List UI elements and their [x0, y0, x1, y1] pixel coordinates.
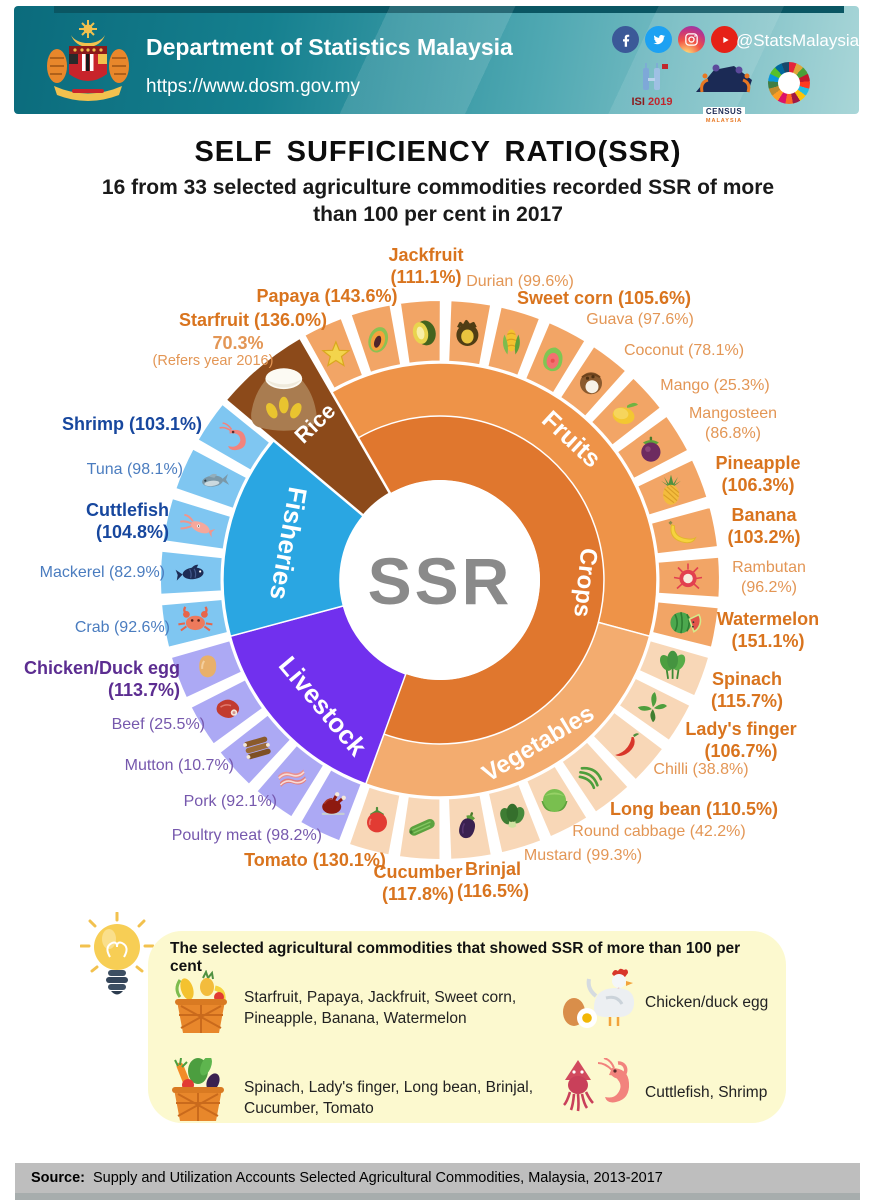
poultry-icon [321, 792, 346, 815]
cell-ladysfinger [617, 676, 692, 743]
census-malaysia-logo: CENSUS MALAYSIA [692, 62, 756, 125]
partner-logos: ISI 2019 CENSUS MALAYSIA [624, 62, 810, 125]
source-text: Supply and Utilization Accounts Selected… [93, 1170, 663, 1186]
mackerel-icon [175, 564, 204, 581]
ssr-chart-area: Fruits Vegetables Livestock Fisheries Rice Cr… [0, 228, 876, 908]
durian-icon [456, 320, 479, 346]
source-footer: Source: Supply and Utilization Accounts … [15, 1163, 860, 1193]
starfruit-icon [321, 340, 351, 367]
sweetcorn-icon [502, 329, 520, 355]
mango-icon [612, 402, 638, 424]
cell-banana [649, 505, 720, 556]
infographic-title: SELF SUFFICIENCY RATIO(SSR) [194, 136, 682, 168]
twitter-icon[interactable] [645, 26, 672, 53]
social-handle: @StatsMalaysia [736, 31, 860, 50]
summary-vegetables-text: Spinach, Lady's finger, Long bean, Brinj… [244, 1079, 534, 1117]
summary-egg-text: Chicken/duck egg [645, 994, 769, 1011]
isi-2019-logo: ISI 2019 [624, 62, 680, 108]
summary-panel [148, 931, 786, 1123]
rambutan-icon [673, 563, 703, 590]
donut-center [340, 480, 540, 680]
rice-sack-icon [251, 368, 317, 431]
crops-inner-ring [314, 416, 605, 745]
cell-longbean [560, 740, 631, 815]
website-url[interactable]: https://www.dosm.gov.my [146, 76, 360, 97]
vegetable-basket-icon [166, 1056, 230, 1129]
roundcabbage-icon [541, 789, 568, 812]
tuna-icon [202, 473, 230, 487]
mustard-icon [500, 803, 525, 828]
instagram-icon[interactable] [678, 26, 705, 53]
cell-shrimp [196, 402, 272, 473]
pork-icon [278, 769, 307, 787]
beef-icon [216, 699, 240, 718]
chicken-egg-icon [560, 966, 640, 1037]
crab-icon [178, 606, 213, 632]
malaysia-coat-of-arms-icon [42, 18, 134, 115]
cucumber-icon [409, 818, 435, 836]
ladysfinger-icon [637, 692, 667, 723]
coconut-icon [580, 372, 602, 395]
sdg-wheel-icon [768, 62, 810, 104]
mangosteen-icon [641, 436, 661, 462]
cuttlefish-icon [180, 513, 216, 538]
pineapple-icon [661, 474, 681, 505]
infographic-subtitle: 16 from 33 selected agriculture commodit… [101, 176, 775, 227]
lightbulb-icon [79, 911, 155, 1017]
banner-top-strip [54, 6, 844, 13]
watermelon-icon [670, 612, 702, 634]
cell-chilli [591, 710, 665, 782]
brinjal-icon [459, 812, 476, 839]
summary-fruits-text: Starfruit, Papaya, Jackfruit, Sweet corn… [244, 989, 517, 1027]
tomato-icon [367, 806, 387, 833]
header-banner: Department of Statistics Malaysia https:… [14, 6, 860, 124]
guava-icon [543, 347, 563, 372]
ssr-donut-chart: FruitsVegetablesLivestockFisheriesRiceCr… [159, 298, 721, 862]
papaya-icon [368, 327, 389, 353]
banana-icon [668, 520, 697, 544]
social-icons-row [612, 26, 738, 53]
spinach-icon [660, 650, 686, 680]
summary-fisheries-text: Cuttlefish, Shrimp [645, 1084, 768, 1101]
center-label: SSR [368, 544, 513, 618]
footer-bottom-strip [15, 1193, 860, 1200]
chilli-icon [615, 733, 640, 756]
source-label: Source: [31, 1170, 85, 1186]
shrimp-icon [219, 422, 246, 451]
facebook-icon[interactable] [612, 26, 639, 53]
sector-fruits [330, 362, 658, 638]
longbean-icon [578, 766, 603, 790]
jackfruit-icon [412, 320, 436, 346]
mutton-icon [243, 736, 271, 760]
squid-shrimp-icon [560, 1057, 640, 1127]
page-title: Department of Statistics Malaysia [146, 34, 513, 60]
fruit-basket-icon [170, 969, 232, 1041]
summary-heading: The selected agricultural commodities th… [170, 940, 741, 975]
egg-icon [199, 655, 217, 678]
youtube-icon[interactable] [711, 26, 738, 53]
